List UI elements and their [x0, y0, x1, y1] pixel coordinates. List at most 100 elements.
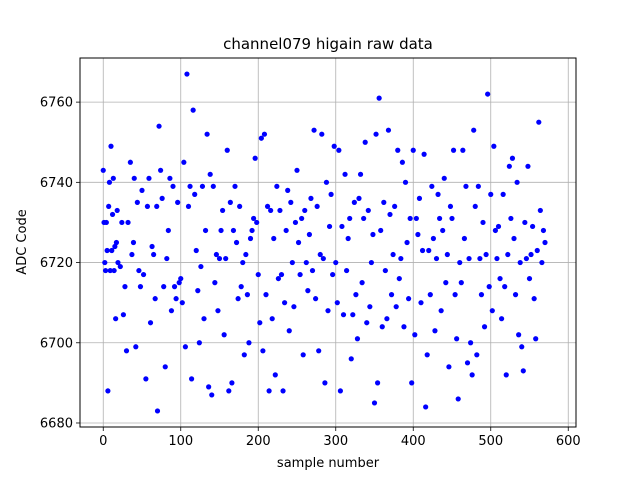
data-point: [102, 267, 109, 274]
data-point: [104, 247, 110, 254]
data-point: [136, 267, 142, 274]
data-point: [249, 227, 255, 234]
data-point: [283, 227, 289, 234]
data-point: [114, 207, 120, 214]
y-tick-label: 6740: [40, 176, 73, 191]
data-point: [433, 255, 440, 262]
data-point: [176, 280, 182, 286]
data-point: [325, 308, 331, 314]
data-point: [409, 380, 415, 386]
data-point: [388, 292, 395, 298]
data-point: [446, 364, 452, 370]
data-point: [206, 384, 212, 390]
data-point: [514, 179, 520, 185]
data-point: [506, 163, 512, 169]
data-point: [398, 255, 404, 262]
data-point: [426, 247, 432, 254]
data-point: [178, 275, 184, 282]
data-point: [122, 284, 128, 290]
data-point: [472, 203, 478, 210]
data-point: [509, 155, 516, 161]
data-point: [264, 203, 271, 210]
data-point: [209, 392, 215, 398]
data-point: [235, 296, 241, 302]
data-point: [313, 296, 319, 302]
data-point: [190, 107, 196, 113]
data-point: [340, 312, 347, 318]
data-point: [450, 147, 457, 153]
data-point: [525, 163, 531, 169]
data-point: [252, 155, 258, 161]
data-point: [537, 207, 543, 214]
data-point: [127, 159, 133, 165]
x-tick-label: 100: [168, 434, 193, 449]
data-point: [111, 267, 117, 274]
data-point: [361, 215, 367, 222]
data-point: [271, 235, 277, 242]
data-point: [289, 259, 295, 266]
y-axis-ticks: 6680 6700 6720 6740 6760: [40, 96, 80, 431]
data-point: [300, 352, 306, 358]
data-point: [254, 219, 260, 226]
data-point: [112, 243, 118, 250]
data-point: [102, 259, 108, 266]
data-point: [520, 368, 526, 374]
data-point: [162, 364, 168, 370]
data-point: [187, 183, 193, 189]
data-point: [342, 171, 348, 177]
data-point: [103, 219, 109, 226]
data-point: [390, 251, 396, 258]
data-point: [354, 336, 361, 342]
data-point: [485, 91, 491, 97]
data-point: [413, 215, 419, 222]
data-point: [416, 195, 423, 201]
data-point: [223, 255, 229, 262]
y-tick-label: 6760: [40, 96, 73, 111]
data-point: [181, 159, 187, 165]
data-point: [285, 187, 291, 193]
data-point: [171, 284, 178, 290]
data-point: [161, 284, 167, 290]
data-point: [526, 275, 533, 282]
data-point: [305, 288, 311, 294]
data-point: [120, 312, 126, 318]
data-point: [137, 284, 144, 290]
data-point: [362, 139, 368, 145]
data-point: [123, 348, 130, 354]
data-point: [376, 95, 382, 101]
data-point: [317, 251, 323, 258]
data-point: [502, 284, 508, 290]
data-point: [531, 296, 537, 302]
data-point: [455, 396, 461, 402]
data-point: [164, 255, 170, 262]
data-point: [530, 223, 536, 230]
data-point: [131, 175, 137, 181]
data-point: [333, 259, 339, 266]
data-point: [168, 308, 175, 314]
data-point: [528, 251, 534, 258]
data-point: [309, 267, 316, 274]
data-point: [460, 147, 466, 153]
data-point: [491, 143, 497, 149]
data-point: [130, 239, 137, 246]
data-point: [454, 336, 460, 342]
data-point: [170, 183, 176, 189]
data-point: [277, 207, 283, 214]
data-point: [297, 271, 303, 278]
data-point: [447, 203, 454, 210]
data-point: [427, 292, 433, 298]
data-point: [432, 328, 438, 334]
data-point: [410, 147, 416, 153]
data-point: [492, 227, 498, 234]
data-point: [519, 344, 525, 350]
data-point: [385, 127, 392, 133]
data-point: [286, 328, 292, 334]
data-point: [523, 255, 530, 262]
data-point: [192, 191, 198, 197]
data-point: [221, 332, 227, 338]
data-point: [314, 203, 320, 210]
data-point: [115, 259, 121, 266]
data-point: [144, 203, 151, 210]
data-point: [237, 203, 243, 210]
data-point: [421, 151, 427, 157]
